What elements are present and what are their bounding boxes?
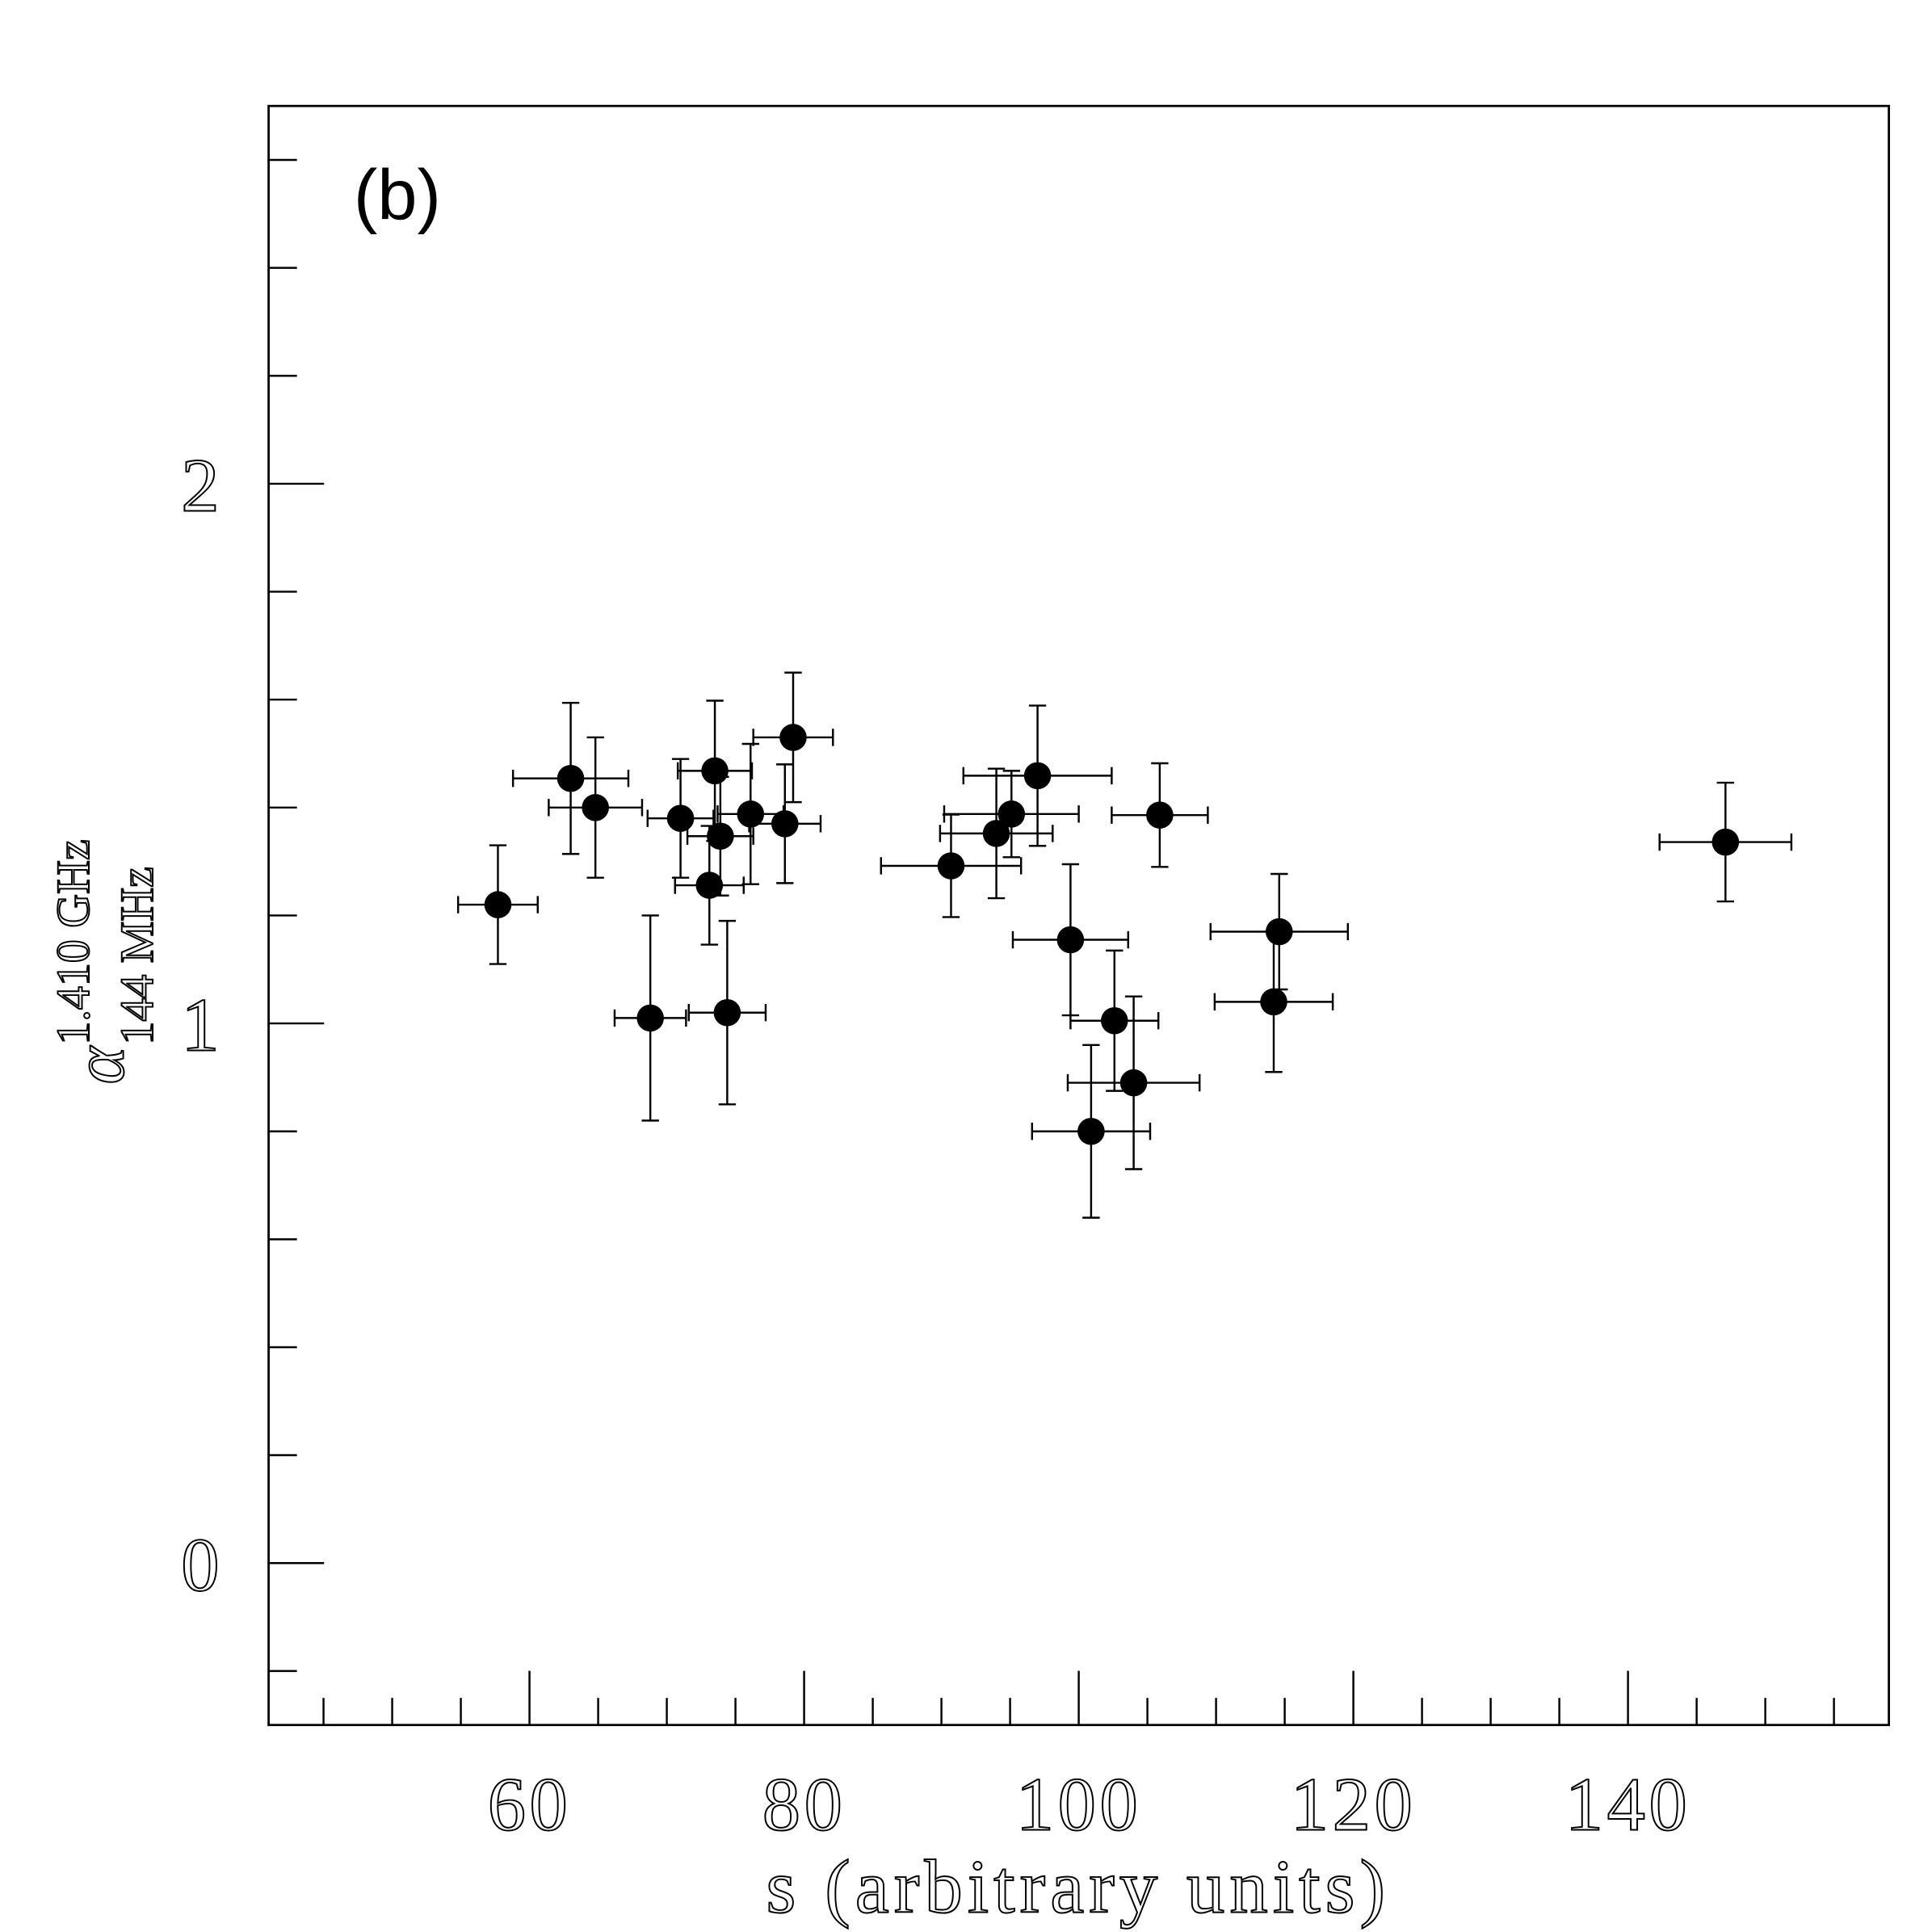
x-tick-label: 100 [1016, 1762, 1142, 1846]
data-point [707, 822, 734, 850]
data-point [695, 872, 724, 899]
data-point [937, 852, 965, 880]
data-point [1712, 828, 1740, 856]
data-point [998, 800, 1026, 828]
data-point [779, 724, 807, 751]
data-point [484, 891, 512, 918]
data-point [737, 800, 765, 828]
data-point [666, 804, 695, 832]
plot-frame [267, 104, 1890, 1727]
y-tick-label: 1 [181, 984, 219, 1068]
x-tick-label: 80 [762, 1762, 846, 1846]
data-point [713, 998, 741, 1027]
data-point [1056, 926, 1085, 954]
data-point [1146, 801, 1174, 829]
y-label-symbol: α [61, 1045, 140, 1084]
x-tick-label: 120 [1291, 1762, 1417, 1846]
x-axis-label: s (arbitrary units) [766, 1846, 1391, 1930]
y-label-subscript: 144 MHz [111, 867, 163, 1045]
x-tick-label: 140 [1565, 1762, 1691, 1846]
panel-annotation: (b) [354, 155, 441, 235]
data-point [771, 810, 799, 838]
data-point [982, 820, 1010, 847]
data-point [1260, 988, 1287, 1016]
y-tick-label: 0 [181, 1523, 219, 1607]
data-point [636, 1004, 664, 1032]
data-point [1023, 762, 1052, 790]
data-point [1119, 1069, 1148, 1097]
y-axis-label: α 1.410 GHz 144 MHz [46, 838, 164, 1085]
data-point [1101, 1006, 1128, 1035]
data-point [556, 764, 585, 792]
y-tick-label: 2 [181, 443, 219, 527]
x-tick-label: 60 [488, 1762, 572, 1846]
data-point [701, 757, 729, 785]
data-point [1077, 1117, 1105, 1145]
data-point [582, 794, 609, 821]
y-label-superscript: 1.410 GHz [47, 839, 99, 1044]
